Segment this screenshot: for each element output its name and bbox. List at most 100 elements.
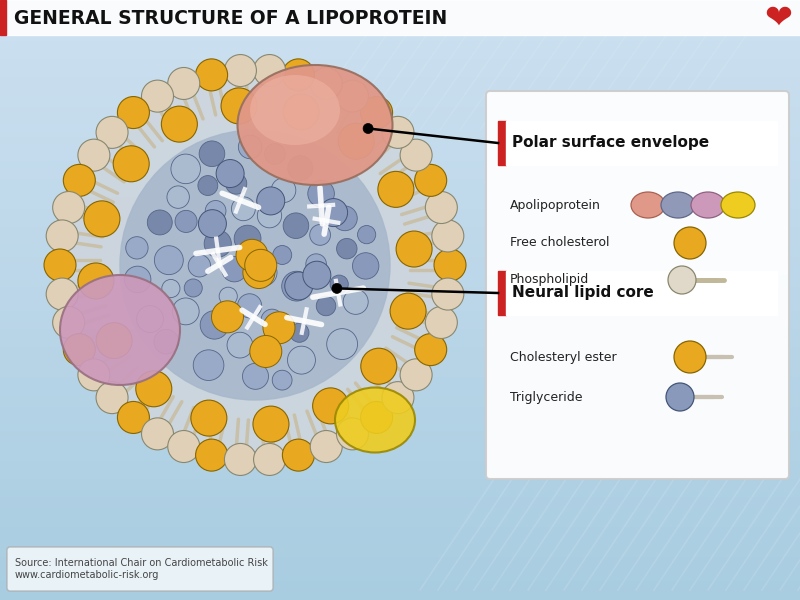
Circle shape [361, 97, 393, 128]
Bar [0, 408, 800, 414]
Circle shape [196, 59, 228, 91]
Circle shape [273, 245, 292, 265]
Circle shape [53, 307, 85, 338]
Circle shape [126, 236, 148, 259]
Circle shape [221, 88, 257, 124]
Bar [0, 414, 800, 420]
Circle shape [254, 443, 286, 475]
Bar [0, 396, 800, 402]
FancyBboxPatch shape [7, 547, 273, 591]
Bar [0, 522, 800, 528]
Bar [0, 300, 800, 306]
Circle shape [216, 160, 244, 188]
Bar [0, 6, 800, 12]
Circle shape [188, 254, 210, 277]
Text: Cholesteryl ester: Cholesteryl ester [510, 350, 617, 364]
Circle shape [414, 164, 446, 196]
Circle shape [250, 259, 277, 286]
Bar [0, 24, 800, 30]
Circle shape [199, 141, 225, 167]
Ellipse shape [238, 65, 393, 185]
Circle shape [147, 210, 172, 235]
Circle shape [263, 312, 295, 344]
Circle shape [120, 130, 390, 400]
Bar [0, 390, 800, 396]
Circle shape [78, 139, 110, 171]
Circle shape [337, 418, 369, 450]
Circle shape [319, 199, 347, 227]
Circle shape [206, 200, 226, 221]
Ellipse shape [661, 192, 695, 218]
Bar [0, 330, 800, 336]
Circle shape [261, 309, 283, 331]
Circle shape [136, 371, 172, 407]
Bar [0, 234, 800, 240]
Bar [0, 90, 800, 96]
Circle shape [333, 206, 358, 231]
Circle shape [234, 225, 261, 252]
Text: Triglyceride: Triglyceride [510, 391, 582, 403]
Bar [0, 240, 800, 246]
Circle shape [282, 271, 311, 301]
Circle shape [332, 283, 342, 293]
Bar [0, 594, 800, 600]
Bar [0, 0, 800, 6]
Bar [0, 72, 800, 78]
Circle shape [204, 230, 231, 257]
Circle shape [238, 135, 262, 159]
Bar [0, 342, 800, 348]
Circle shape [142, 80, 174, 112]
Bar [498, 271, 506, 315]
Bar [0, 294, 800, 300]
Bar [0, 576, 800, 582]
Circle shape [162, 280, 180, 298]
Bar [0, 324, 800, 330]
Text: Source: International Chair on Cardiometabolic Risk
www.cardiometabolic-risk.org: Source: International Chair on Cardiomet… [15, 558, 268, 580]
Circle shape [282, 439, 314, 471]
Circle shape [96, 382, 128, 413]
Bar [0, 276, 800, 282]
Ellipse shape [721, 192, 755, 218]
Bar [0, 288, 800, 294]
Bar [0, 216, 800, 222]
Ellipse shape [250, 75, 340, 145]
Bar [0, 498, 800, 504]
Bar [0, 264, 800, 270]
Circle shape [172, 298, 199, 325]
Circle shape [236, 239, 268, 271]
Bar [0, 222, 800, 228]
Bar [0, 174, 800, 180]
Circle shape [175, 211, 197, 232]
Bar [0, 540, 800, 546]
Bar [0, 120, 800, 126]
Circle shape [44, 249, 76, 281]
Circle shape [162, 106, 198, 142]
Circle shape [361, 348, 397, 384]
Circle shape [63, 164, 95, 196]
Ellipse shape [691, 192, 725, 218]
Bar [0, 180, 800, 186]
Circle shape [63, 334, 95, 365]
Bar [0, 468, 800, 474]
Bar [0, 420, 800, 426]
Bar [0, 78, 800, 84]
Circle shape [84, 201, 120, 237]
Circle shape [265, 144, 285, 164]
Circle shape [225, 55, 257, 86]
Text: Neural lipid core: Neural lipid core [512, 286, 654, 301]
Bar [0, 546, 800, 552]
Bar [0, 504, 800, 510]
Circle shape [200, 311, 229, 339]
Bar [498, 121, 506, 165]
Bar [0, 132, 800, 138]
Circle shape [337, 238, 357, 259]
Circle shape [78, 263, 114, 299]
Bar [0, 0, 800, 35]
Circle shape [253, 406, 289, 442]
Circle shape [303, 261, 331, 289]
Bar [0, 204, 800, 210]
Bar [0, 582, 800, 588]
Circle shape [53, 191, 85, 224]
Circle shape [250, 335, 282, 367]
Circle shape [316, 296, 336, 316]
